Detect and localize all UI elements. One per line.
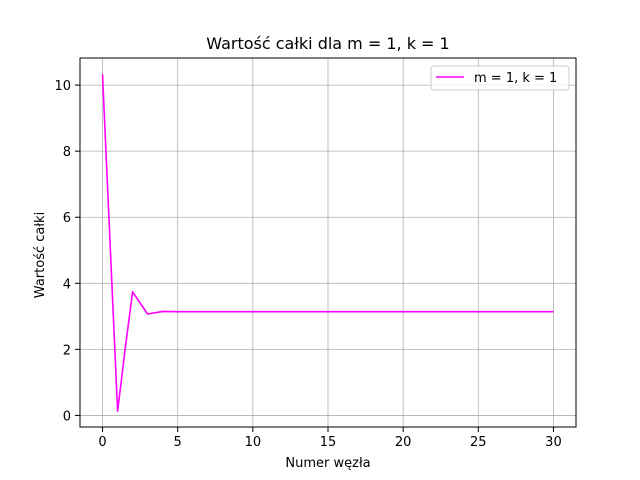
legend-box — [430, 65, 570, 91]
x-tick-label: 0 — [98, 435, 106, 450]
y-axis-label: Wartość całki — [33, 212, 48, 298]
y-tick-label: 2 — [63, 343, 71, 358]
y-tick-label: 6 — [63, 211, 71, 226]
y-tick-label: 10 — [54, 79, 71, 94]
y-tick-label: 8 — [63, 145, 71, 160]
y-tick-label: 0 — [63, 409, 71, 424]
legend: m = 1, k = 1 — [430, 65, 570, 91]
x-tick-label: 15 — [320, 435, 337, 450]
y-axis: 0 2 4 6 8 10 — [54, 79, 80, 424]
axes-frame — [79, 57, 577, 428]
x-axis-label: Numer węzła — [285, 456, 370, 471]
x-tick-label: 25 — [470, 435, 487, 450]
x-axis: 0 5 10 15 20 25 30 — [98, 427, 562, 450]
legend-entry: m = 1, k = 1 — [474, 71, 557, 86]
x-tick-label: 20 — [395, 435, 412, 450]
y-tick-label: 4 — [63, 277, 71, 292]
x-tick-label: 10 — [245, 435, 262, 450]
plot-area — [101, 74, 554, 412]
grid — [80, 58, 576, 427]
series-line — [101, 74, 554, 412]
x-tick-label: 5 — [174, 435, 182, 450]
x-tick-label: 30 — [545, 435, 562, 450]
chart-title: Wartość całki dla m = 1, k = 1 — [206, 34, 449, 53]
